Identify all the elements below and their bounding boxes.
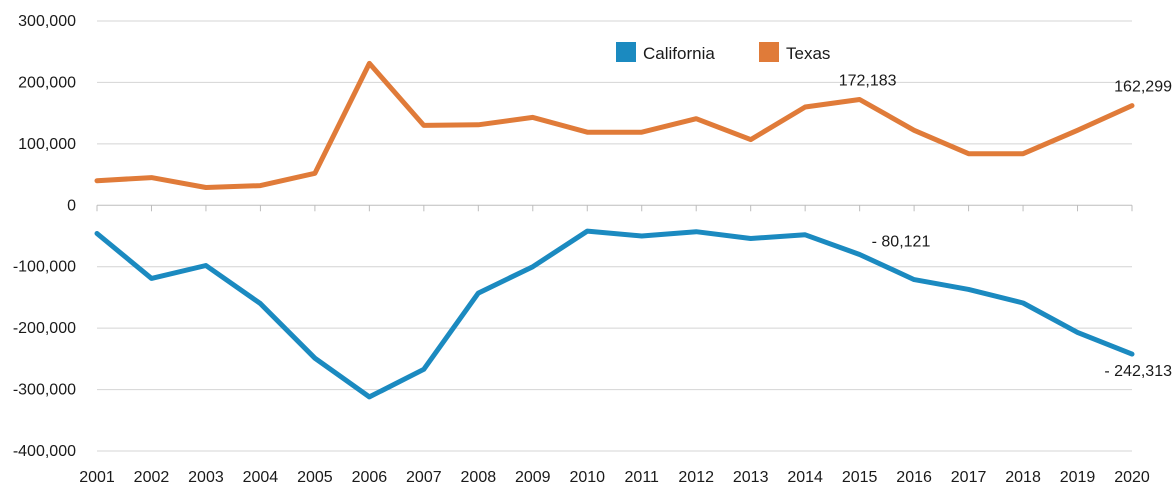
series-line-california: [94, 228, 1135, 400]
data-label: 172,183: [839, 73, 897, 90]
y-axis: 300,000 200,000 100,000 0 -100,000 -200,000 -3…: [13, 13, 76, 460]
x-tick-label: 2014: [787, 469, 823, 486]
x-tick-label: 2003: [188, 469, 224, 486]
grid: [97, 20, 1132, 452]
x-tick-label: 2016: [896, 469, 932, 486]
y-tick-label: -100,000: [13, 259, 76, 276]
y-tick-label: 300,000: [18, 13, 76, 30]
x-tick-label: 2010: [569, 469, 605, 486]
x-tick-label: 2011: [625, 469, 660, 486]
data-label: 162,299: [1114, 79, 1172, 96]
x-axis: 2001 2002 2003 2004 2005 2006 2007 2008 2009 2010…: [79, 205, 1150, 486]
x-tick-label: 2005: [297, 469, 333, 486]
x-tick-label: 2006: [352, 469, 388, 486]
x-tick-label: 2002: [134, 469, 170, 486]
x-tick-label: 2018: [1005, 469, 1041, 486]
y-tick-label: -400,000: [13, 443, 76, 460]
data-label: - 80,121: [872, 234, 931, 251]
x-tick-label: 2004: [243, 469, 279, 486]
y-tick-label: 200,000: [18, 74, 76, 91]
y-tick-label: -200,000: [13, 320, 76, 337]
x-tick-label: 2017: [951, 469, 987, 486]
legend-label-california: California: [643, 44, 715, 63]
series-layer: [94, 60, 1135, 400]
x-tick-label: 2019: [1060, 469, 1096, 486]
y-tick-label: 100,000: [18, 136, 76, 153]
legend-swatch-california: [616, 42, 636, 62]
legend: California Texas: [616, 42, 830, 63]
legend-label-texas: Texas: [786, 44, 830, 63]
x-tick-label: 2012: [678, 469, 714, 486]
series-line-texas: [94, 60, 1135, 190]
y-tick-label: -300,000: [13, 382, 76, 399]
data-label: - 242,313: [1104, 363, 1172, 380]
x-tick-label: 2008: [461, 469, 497, 486]
x-tick-label: 2020: [1114, 469, 1150, 486]
x-tick-label: 2009: [515, 469, 551, 486]
y-tick-label: 0: [67, 197, 76, 214]
x-tick-label: 2013: [733, 469, 769, 486]
x-tick-label: 2001: [79, 469, 115, 486]
legend-swatch-texas: [759, 42, 779, 62]
data-labels: 172,183 162,299 - 80,121 - 242,313: [839, 73, 1172, 381]
x-tick-label: 2007: [406, 469, 442, 486]
x-tick-label: 2015: [842, 469, 878, 486]
